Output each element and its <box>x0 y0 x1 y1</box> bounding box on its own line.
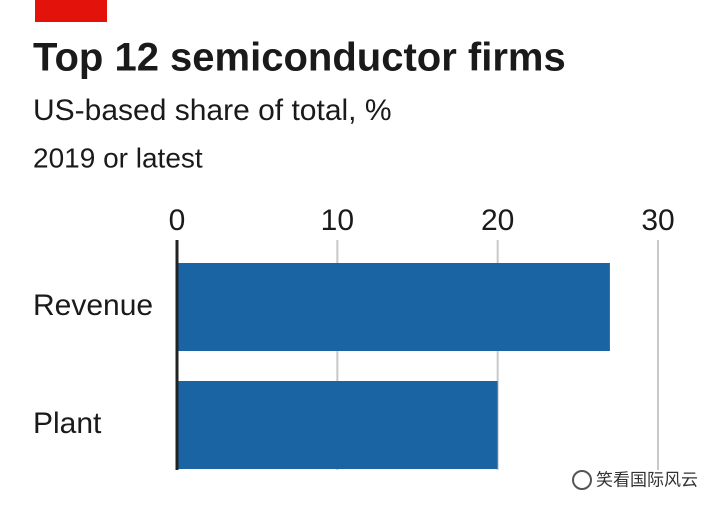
x-tick-label: 0 <box>169 204 186 237</box>
brand-tag <box>35 0 107 22</box>
watermark-icon <box>572 470 592 490</box>
chart-note: 2019 or latest <box>33 142 203 173</box>
chart-subtitle: US-based share of total, % <box>33 94 392 127</box>
x-tick-label: 30 <box>641 204 674 237</box>
x-tick-label: 10 <box>321 204 354 237</box>
chart-title: Top 12 semiconductor firms <box>33 36 566 80</box>
bar <box>177 381 498 469</box>
y-tick-label: Plant <box>33 407 102 440</box>
x-tick-label: 20 <box>481 204 514 237</box>
y-tick-label: Revenue <box>33 289 153 322</box>
bar <box>177 263 610 351</box>
watermark: 笑看国际风云 <box>596 470 698 489</box>
